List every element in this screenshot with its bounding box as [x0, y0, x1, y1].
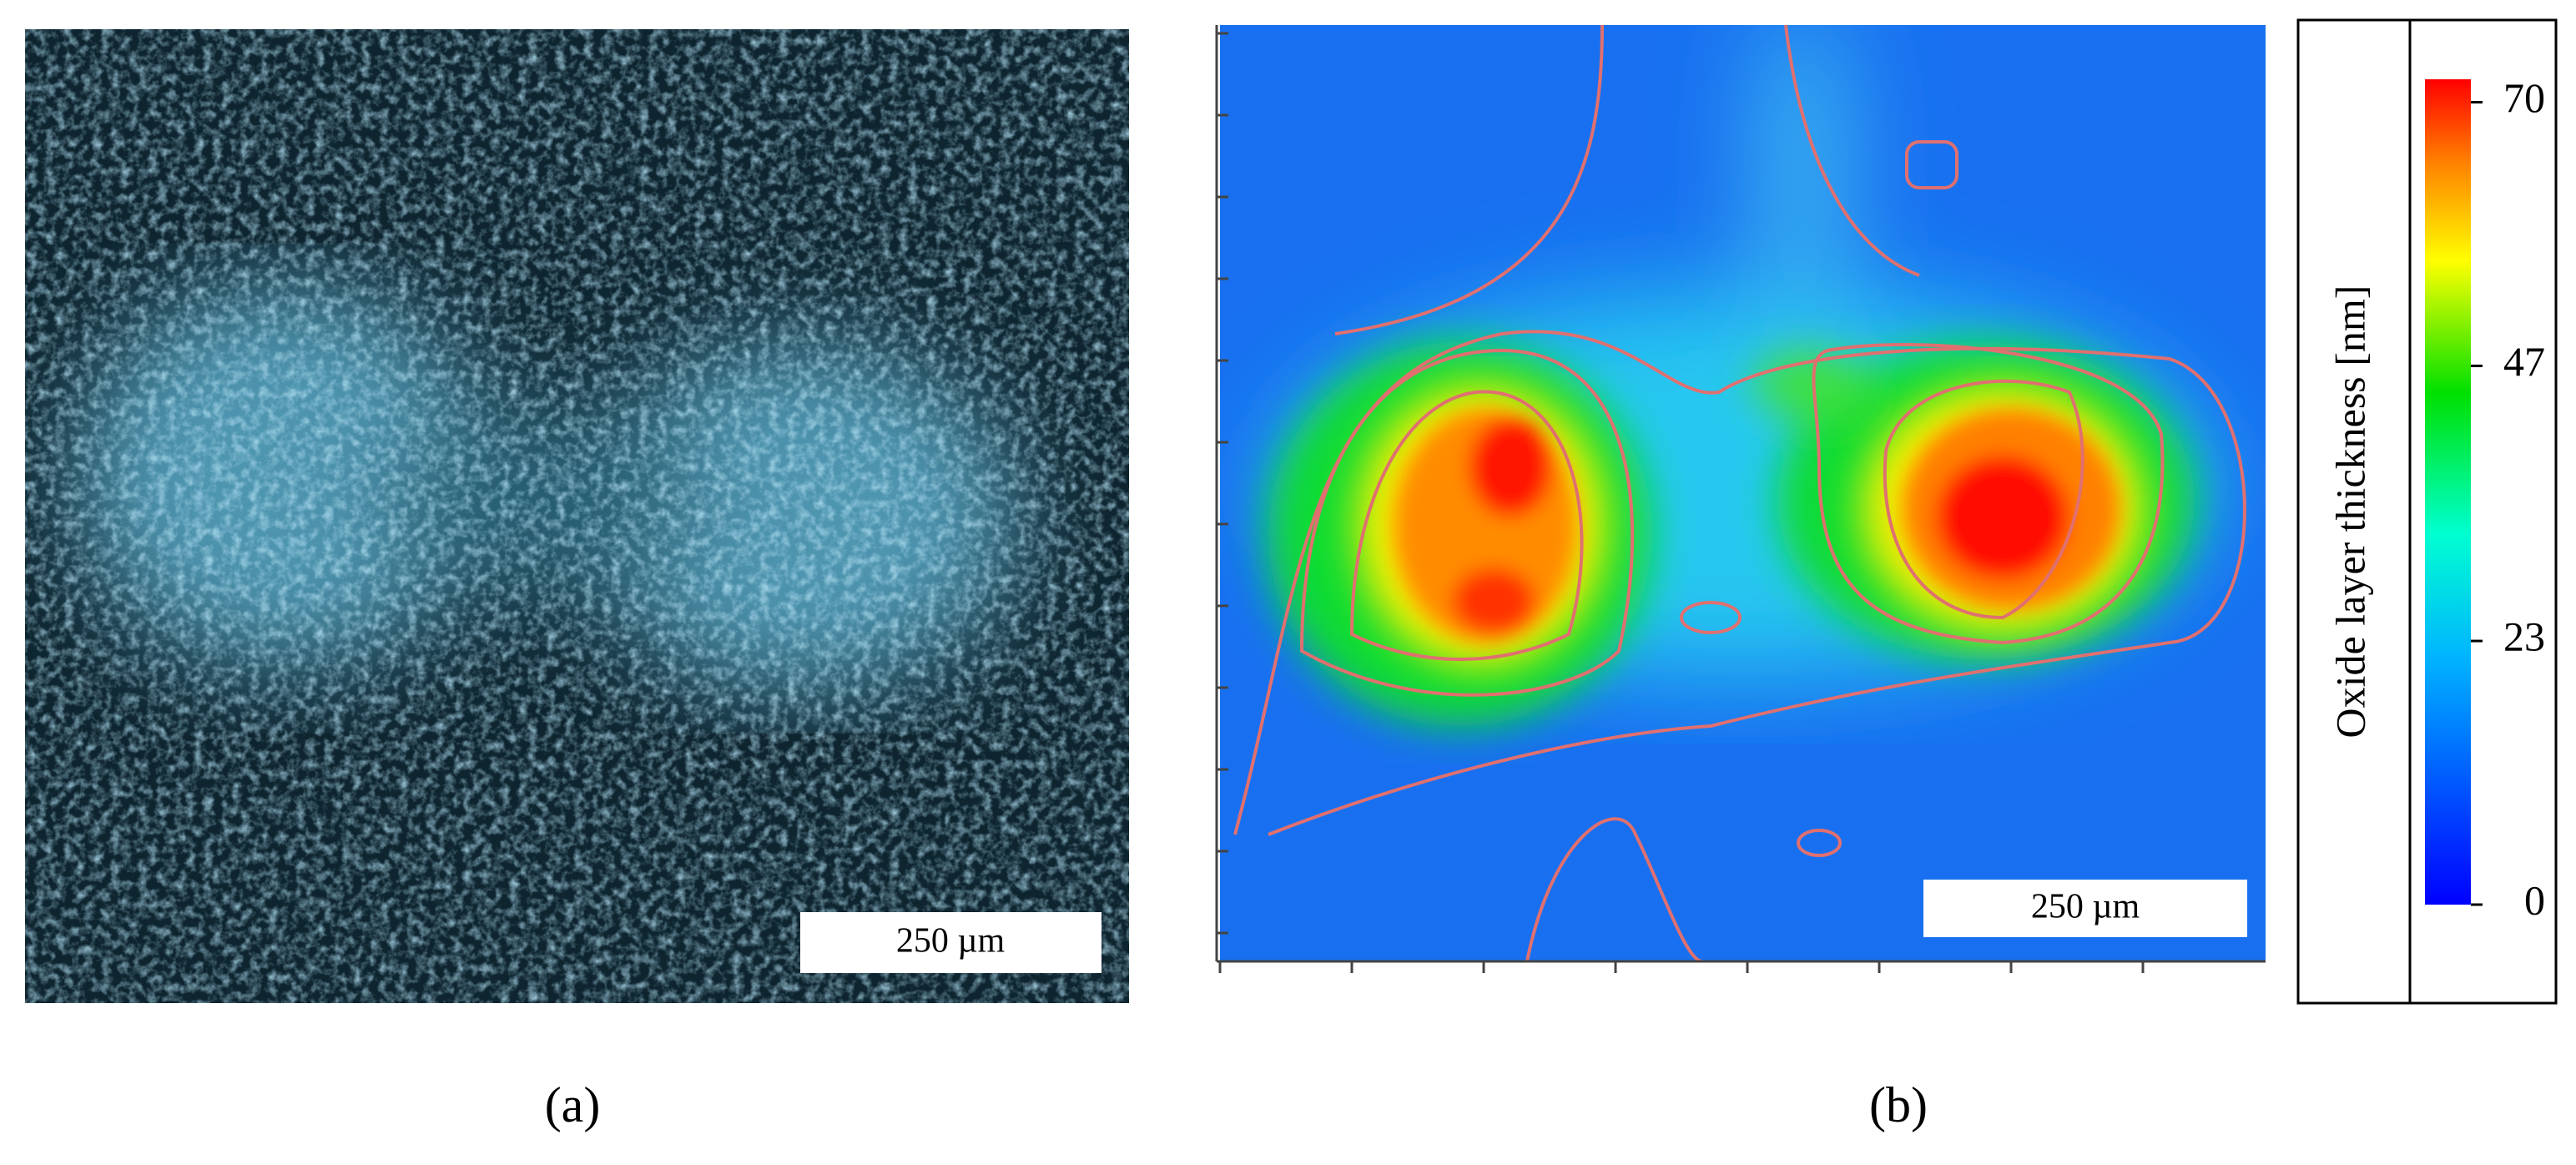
colorbar-tick-label: 70: [2503, 74, 2545, 121]
colorbar: [2425, 79, 2471, 905]
micrograph: [25, 29, 1129, 1003]
colorbar-tick-label: 0: [2524, 876, 2545, 923]
contour-map: [1220, 25, 2266, 961]
scale-bar-box: [800, 912, 1101, 973]
scale-bar-label: 250 µm: [896, 922, 1006, 961]
axis-ticks: [1215, 25, 2266, 973]
scale-bar-label: 250 µm: [2031, 888, 2140, 926]
colorbar-title: Oxide layer thickness [nm]: [2326, 285, 2373, 739]
scale-bar-box: [1923, 880, 2247, 937]
colorbar-tick-label: 47: [2503, 338, 2545, 385]
panel-label: (a): [545, 1077, 601, 1132]
colorbar-tick-label: 23: [2503, 613, 2545, 660]
panel-label: (b): [1869, 1077, 1928, 1132]
